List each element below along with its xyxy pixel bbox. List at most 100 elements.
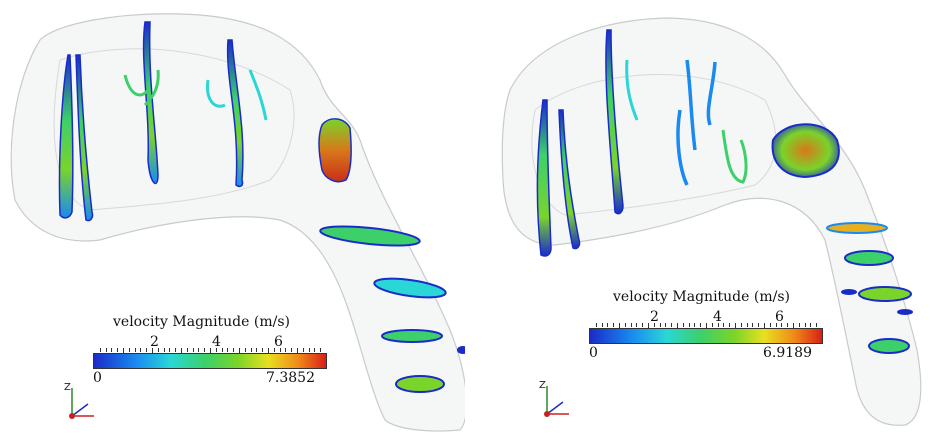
colorbar-tick — [146, 348, 148, 352]
right-visualization-panel: velocity Magnitude (m/s) 2 4 6 0 6.9189 … — [465, 0, 930, 436]
slice-8b — [841, 289, 857, 295]
colorbar-tick — [308, 348, 310, 352]
colorbar-tick — [706, 323, 707, 329]
colorbar-tick — [198, 348, 200, 352]
slice-1 — [536, 99, 552, 257]
colorbar-tick — [787, 323, 789, 327]
slice-4b — [205, 69, 268, 121]
slice-2 — [75, 54, 94, 222]
colorbar-tick — [613, 323, 615, 327]
colorbar — [589, 323, 823, 344]
colorbar-tick — [671, 323, 673, 327]
legend-min-label: 0 — [589, 345, 598, 361]
colorbar-tick — [215, 348, 217, 352]
colorbar-tick — [192, 348, 194, 352]
colorbar-tick — [758, 323, 760, 327]
colorbar-tick — [624, 323, 626, 327]
slice-5 — [771, 123, 840, 179]
legend-title: velocity Magnitude (m/s) — [113, 314, 290, 330]
colorbar-tick — [636, 323, 638, 327]
colorbar-tick — [186, 348, 188, 352]
slice-8 — [381, 329, 443, 343]
colorbar-tick — [123, 348, 124, 354]
colorbar-tick — [175, 348, 177, 352]
slice-8 — [858, 286, 912, 302]
colorbar-tick — [117, 348, 119, 352]
colorbar-tick — [798, 323, 800, 327]
legend-max-label: 7.3852 — [266, 370, 315, 386]
legend-tick-6: 6 — [775, 309, 784, 325]
axis-z-label: Z — [539, 380, 546, 391]
colorbar-tick — [204, 348, 206, 352]
colorbar-tick — [735, 323, 736, 329]
colorbar-tick — [677, 323, 678, 329]
colorbar-tick — [746, 323, 748, 327]
colorbar-tick — [221, 348, 223, 352]
colorbar-tick — [764, 323, 765, 329]
colorbar-tick — [163, 348, 165, 352]
colorbar-tick — [816, 323, 818, 327]
colorbar-tick — [717, 323, 719, 327]
slice-6 — [319, 225, 421, 247]
colorbar-tick — [297, 348, 298, 354]
colorbar-tick — [700, 323, 702, 327]
colorbar-tick — [711, 323, 713, 327]
colorbar-tick — [134, 348, 136, 352]
colorbar-tick — [239, 348, 240, 354]
colorbar-tick — [320, 348, 322, 352]
colorbar-tick — [653, 323, 655, 327]
slice-9 — [457, 346, 465, 354]
slice-2 — [558, 109, 581, 250]
colorbar-tick — [769, 323, 771, 327]
colorbar-tick — [262, 348, 264, 352]
colorbar-tick — [595, 323, 597, 327]
legend-max-label: 6.9189 — [763, 345, 812, 361]
axis-z-label: Z — [64, 382, 71, 393]
colorbar-tick — [607, 323, 609, 327]
colorbar-tick — [793, 323, 794, 329]
colorbar-tick — [210, 348, 211, 354]
colorbar-tick — [302, 348, 304, 352]
airway-3d-render-right — [501, 17, 922, 426]
colorbar-tick — [279, 348, 281, 352]
colorbar-tick — [111, 348, 113, 352]
colorbar-tick — [233, 348, 235, 352]
airway-shell — [501, 17, 922, 426]
colorbar-tick — [169, 348, 171, 352]
colorbar-tick — [694, 323, 696, 327]
legend-tick-6: 6 — [274, 334, 283, 350]
colorbar-tick — [273, 348, 275, 352]
slice-10 — [868, 338, 910, 354]
colorbar-tick — [181, 348, 182, 354]
colorbar-tick — [256, 348, 258, 352]
slice-10 — [395, 375, 445, 393]
legend-min-label: 0 — [93, 370, 102, 386]
colorbar-tick — [157, 348, 159, 352]
colorbar-tick — [244, 348, 246, 352]
colorbar-tick — [291, 348, 293, 352]
airway-shell — [10, 13, 465, 432]
axes-triad-icon: Z — [539, 380, 569, 417]
colorbar-tick — [268, 348, 269, 354]
colorbar-tick — [285, 348, 287, 352]
colorbar-tick — [781, 323, 783, 327]
colorbar-tick — [250, 348, 252, 352]
colorbar-tick — [128, 348, 130, 352]
colorbar-tick — [648, 323, 649, 329]
legend-title: velocity Magnitude (m/s) — [613, 289, 790, 305]
slice-7 — [844, 250, 894, 266]
colorbar-tick — [682, 323, 684, 327]
slice-3b — [123, 69, 160, 107]
airway-3d-render-left — [10, 13, 465, 432]
slice-1 — [58, 54, 74, 219]
axes-triad-icon: Z — [64, 382, 94, 419]
legend-tick-2: 2 — [150, 334, 159, 350]
legend-tick-4: 4 — [212, 334, 221, 350]
colorbar-tick — [99, 348, 101, 352]
slice-3 — [142, 21, 159, 185]
slice-7 — [373, 277, 447, 299]
slice-3b — [625, 59, 639, 121]
colorbar-tick — [729, 323, 731, 327]
colorbar-tick — [105, 348, 107, 352]
colorbar-tick — [601, 323, 603, 327]
